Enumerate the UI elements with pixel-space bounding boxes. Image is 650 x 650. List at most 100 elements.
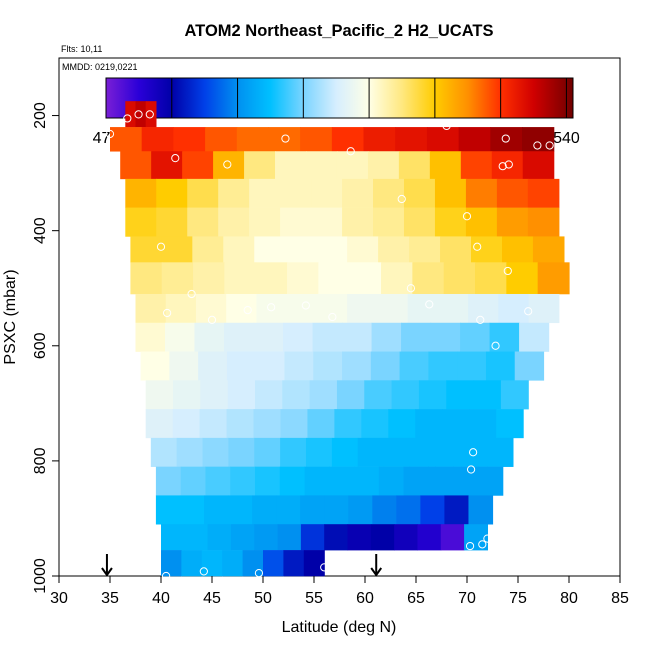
- heatmap-cell: [249, 207, 281, 237]
- heatmap-cell: [336, 151, 369, 180]
- heatmap-cell: [179, 495, 205, 525]
- y-tick-label: 800: [32, 447, 49, 474]
- heatmap-cell: [437, 293, 469, 324]
- heatmap-cell: [342, 351, 372, 381]
- heatmap-cell: [280, 178, 312, 208]
- heatmap-cell: [527, 178, 560, 208]
- heatmap-cell: [282, 380, 311, 410]
- heatmap-cell: [224, 262, 257, 295]
- x-tick-label: 60: [356, 590, 374, 607]
- heatmap-cell: [378, 236, 410, 263]
- heatmap-cell: [434, 207, 467, 237]
- heatmap-cell: [286, 293, 318, 324]
- sample-point: [267, 303, 276, 312]
- heatmap-cell: [279, 466, 306, 496]
- heatmap-cell: [202, 437, 229, 467]
- heatmap-cell: [125, 207, 157, 237]
- heatmap-cell: [444, 495, 470, 525]
- sample-point: [406, 284, 415, 293]
- heatmap-cell: [442, 409, 470, 439]
- heatmap-cell: [263, 550, 284, 577]
- sample-point: [243, 305, 252, 315]
- sample-point: [301, 301, 310, 310]
- heatmap-cell: [464, 524, 488, 551]
- heatmap-cell: [161, 550, 182, 577]
- heatmap-cell: [145, 101, 157, 128]
- heatmap-cell: [399, 351, 429, 381]
- x-tick-label: 75: [509, 590, 527, 607]
- heatmap-cell: [313, 351, 343, 381]
- heatmap-cell: [487, 437, 514, 467]
- heatmap-cell: [222, 550, 244, 577]
- heatmap-cell: [228, 495, 253, 525]
- sample-point: [223, 160, 232, 169]
- heatmap-cell: [226, 293, 258, 324]
- sample-point: [533, 141, 542, 150]
- heatmap-cell: [192, 236, 224, 263]
- heatmap-cell: [354, 466, 380, 496]
- heatmap-cell: [254, 380, 283, 410]
- heatmap-cell: [230, 524, 255, 551]
- heatmap-cell: [253, 322, 284, 352]
- heatmap-cell: [394, 524, 419, 551]
- heatmap-cell: [161, 262, 194, 295]
- x-tick-label: 50: [254, 590, 272, 607]
- sample-point: [491, 341, 500, 350]
- sample-point: [163, 308, 172, 318]
- heatmap-cell: [304, 466, 330, 496]
- heatmap-cell: [300, 127, 333, 152]
- heatmap-cell: [460, 151, 493, 180]
- heatmap-cell: [514, 351, 545, 381]
- heatmap-cell: [336, 380, 365, 410]
- sample-point: [207, 315, 217, 324]
- heatmap-cell: [396, 495, 421, 525]
- heatmap-cell: [347, 524, 372, 551]
- heatmap-cell: [417, 524, 442, 551]
- sample-point: [466, 465, 476, 474]
- y-axis-label: PSXC (mbar): [2, 269, 19, 364]
- heatmap-cell: [268, 127, 301, 152]
- heatmap-cell: [249, 178, 281, 208]
- heatmap-cell: [276, 495, 301, 525]
- y-axis: 200 400 600 800 1000: [32, 102, 59, 594]
- sample-point: [483, 534, 492, 543]
- sample-point: [162, 571, 171, 581]
- sample-point: [442, 121, 451, 131]
- heatmap-cell: [440, 524, 465, 551]
- heatmap-cell: [522, 151, 555, 180]
- sample-point: [545, 141, 554, 150]
- heatmap-cell: [277, 524, 302, 551]
- heatmap-cell: [496, 409, 524, 439]
- x-axis-label: Latitude (deg N): [282, 619, 397, 636]
- heatmap-cell: [280, 437, 307, 467]
- heatmap-cell: [412, 262, 445, 295]
- heatmap-cell: [370, 351, 401, 381]
- colorbar-gradient: [105, 77, 574, 119]
- heatmap-cell: [471, 236, 503, 263]
- heatmap-cell: [440, 236, 472, 263]
- heatmap-cell: [506, 262, 539, 295]
- heatmap-cell: [329, 466, 355, 496]
- heatmap-cell: [415, 409, 443, 439]
- sample-point: [346, 147, 355, 156]
- heatmap-cell: [519, 322, 550, 352]
- heatmap-cell: [305, 151, 338, 180]
- heatmap-cell: [228, 437, 255, 467]
- heatmap-cell: [485, 351, 516, 381]
- sample-point: [503, 266, 512, 276]
- heatmap-cell: [347, 236, 379, 263]
- heatmap-cell: [256, 293, 288, 324]
- heatmap-cell: [342, 207, 374, 237]
- heatmap-cell: [388, 409, 416, 439]
- heatmap-cell: [303, 550, 325, 577]
- heatmap-cells: [110, 101, 570, 577]
- heatmap-cell: [331, 127, 365, 152]
- heatmap-cell: [173, 380, 201, 410]
- heatmap-cell: [181, 550, 203, 577]
- heatmap-cell: [285, 236, 317, 263]
- arrow-marker: [101, 554, 113, 577]
- heatmap-cell: [125, 178, 157, 208]
- sample-point: [504, 160, 513, 169]
- heatmap-cell: [490, 127, 523, 152]
- heatmap-cell: [383, 437, 411, 467]
